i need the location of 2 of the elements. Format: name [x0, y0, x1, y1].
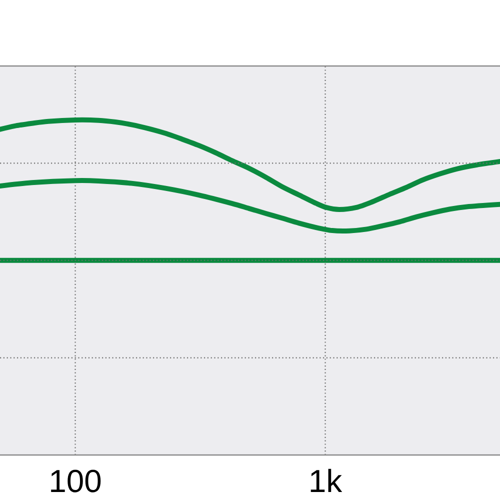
- x-tick-label: 1k: [310, 468, 342, 492]
- x-tick-label: 100: [51, 470, 101, 492]
